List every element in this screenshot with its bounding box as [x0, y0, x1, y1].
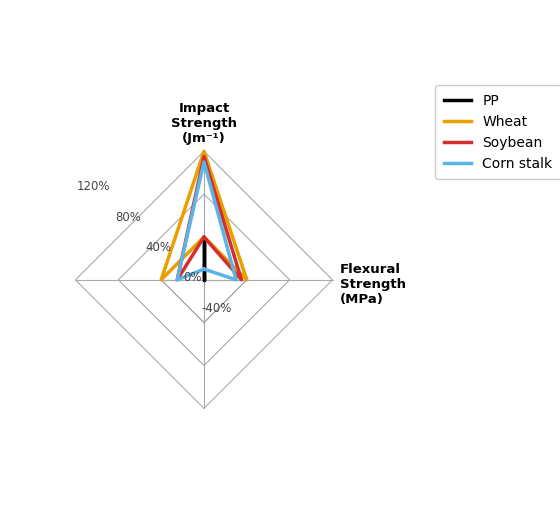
- Text: Flexural
Strength
(MPa): Flexural Strength (MPa): [340, 264, 406, 306]
- Text: 80%: 80%: [115, 211, 141, 224]
- Text: 0%: 0%: [183, 271, 202, 285]
- Text: -40%: -40%: [202, 302, 232, 315]
- Text: 40%: 40%: [145, 241, 171, 254]
- Text: Impact
Strength
(Jm⁻¹): Impact Strength (Jm⁻¹): [171, 102, 237, 145]
- Text: 120%: 120%: [77, 180, 110, 194]
- Legend: PP, Wheat, Soybean, Corn stalk: PP, Wheat, Soybean, Corn stalk: [435, 85, 560, 179]
